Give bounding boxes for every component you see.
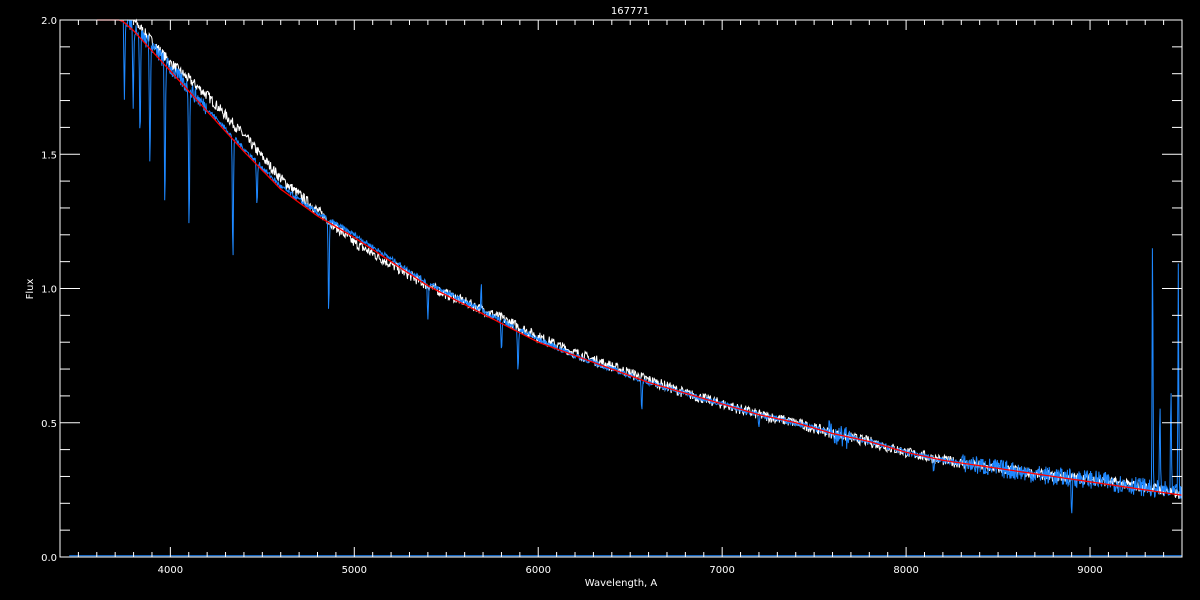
x-tick-label: 6000 <box>526 565 551 576</box>
y-tick-label: 1.0 <box>41 285 57 296</box>
series-line-0 <box>96 18 1183 499</box>
y-tick-label: 0.0 <box>41 553 57 564</box>
ticks-layer: 4000 5000 6000 7000 8000 9000 0.0 0.5 1.0 1.5 2.0 <box>41 16 1183 576</box>
x-tick-label: 8000 <box>893 565 918 576</box>
chart-title: 167771 <box>611 6 649 17</box>
y-tick-label: 2.0 <box>41 16 57 27</box>
x-axis-label: Wavelength, A <box>585 578 658 589</box>
y-axis-label: Flux <box>25 279 36 300</box>
series-layer <box>69 18 1183 557</box>
x-tick-label: 9000 <box>1077 565 1102 576</box>
x-tick-label: 5000 <box>342 565 367 576</box>
x-tick-label: 7000 <box>709 565 734 576</box>
y-tick-label: 1.5 <box>41 150 57 161</box>
series-line-2 <box>96 19 1183 496</box>
series-line-1 <box>96 19 1183 514</box>
x-tick-label: 4000 <box>158 565 183 576</box>
y-tick-label: 0.5 <box>41 419 57 430</box>
